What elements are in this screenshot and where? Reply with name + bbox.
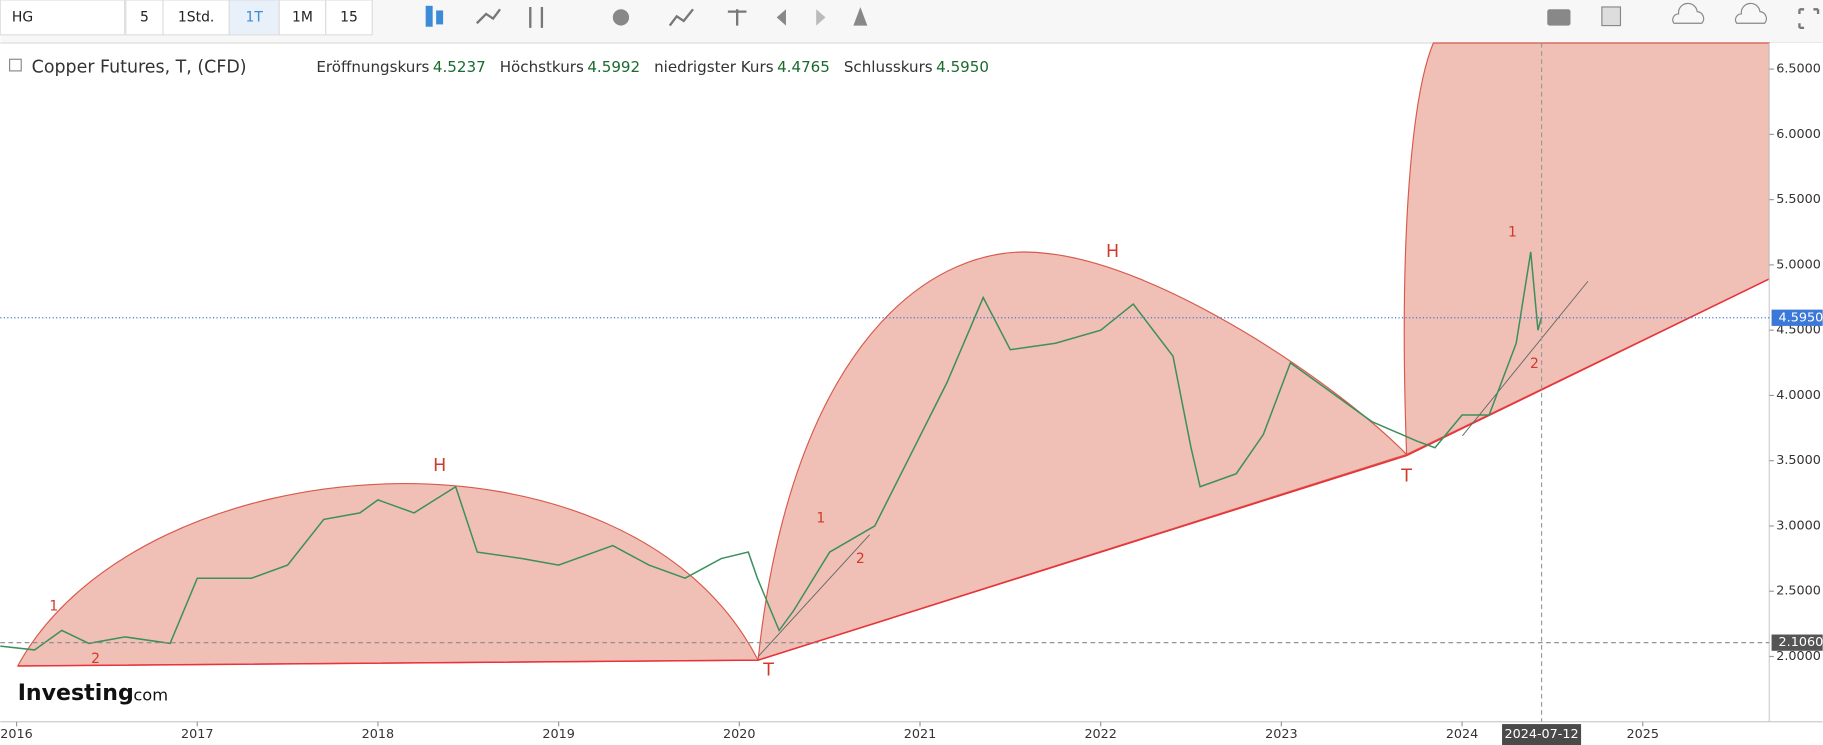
- timeframe-button[interactable]: [228, 0, 280, 36]
- cloud-icon[interactable]: [1734, 2, 1767, 24]
- redo-icon[interactable]: [816, 9, 826, 26]
- arc-shape: [16, 483, 760, 667]
- legend-value: 4.4765: [777, 58, 830, 76]
- fullscreen-icon[interactable]: [1798, 8, 1820, 30]
- undo-icon[interactable]: [776, 9, 786, 26]
- logo: Investing .com: [18, 681, 168, 706]
- legend-value: 4.5237: [433, 58, 486, 76]
- x-tick-label: 2017: [181, 727, 214, 742]
- legend-label: Schlusskurs: [844, 58, 933, 76]
- y-tick-label: 4.0000: [1776, 388, 1821, 403]
- x-tick-label: 2025: [1627, 727, 1660, 742]
- color-icon[interactable]: [1601, 6, 1622, 27]
- arc-shape: [757, 251, 1408, 661]
- x-tick-label: 2024: [1446, 727, 1479, 742]
- y-tick-label: 3.0000: [1776, 518, 1821, 533]
- pattern-label: 2: [856, 551, 865, 567]
- timeframe-button[interactable]: [325, 0, 373, 36]
- price-tag-label: 4.5950: [1779, 310, 1823, 325]
- pattern-label: H: [1106, 242, 1119, 262]
- plot: [0, 42, 1770, 667]
- arc-shape: [1403, 42, 1770, 456]
- x-tick-label: 2019: [542, 727, 575, 742]
- pattern-label: 1: [816, 510, 825, 526]
- date-tag-label: 2024-07-12: [1504, 727, 1578, 742]
- toolbar-icons: [425, 2, 1820, 30]
- price-tag: [1771, 309, 1823, 326]
- settings-icon[interactable]: [612, 9, 630, 26]
- candle-icon[interactable]: [425, 5, 433, 27]
- helper-line: [757, 280, 1589, 657]
- timeframe-label: 15: [340, 9, 358, 25]
- legend-label: niedrigster Kurs: [654, 58, 774, 76]
- x-tick-label: 2022: [1084, 727, 1116, 742]
- price-tag: [1771, 634, 1823, 651]
- indicator-icon[interactable]: [668, 8, 694, 27]
- timeframe-label: 1T: [246, 9, 264, 25]
- pattern-label: 1: [1508, 224, 1517, 240]
- bar-icon[interactable]: [529, 6, 544, 28]
- legend-title: Copper Futures, T, (CFD): [32, 57, 247, 77]
- pattern-label: T: [1400, 467, 1412, 487]
- timeframe-button[interactable]: [125, 0, 164, 36]
- y-tick-label: 5.0000: [1776, 257, 1821, 272]
- pattern-label: 2: [91, 651, 100, 667]
- x-tick-label: 2018: [362, 727, 394, 742]
- candle-icon[interactable]: [436, 10, 444, 25]
- pattern-label: 1: [49, 599, 58, 615]
- compare-icon[interactable]: [727, 9, 747, 26]
- collapse-button[interactable]: [9, 58, 22, 72]
- trend-line: [17, 278, 1770, 667]
- x-tick-label: 2016: [0, 727, 33, 742]
- date-tag: [1502, 724, 1582, 745]
- price-tag-label: 2.1060: [1779, 635, 1823, 650]
- cloud-icon[interactable]: [1672, 2, 1705, 24]
- y-tick-label: 3.5000: [1776, 453, 1821, 468]
- y-tick-label: 4.5000: [1776, 323, 1821, 338]
- legend-label: Höchstkurs: [500, 58, 584, 76]
- symbol-box[interactable]: [0, 0, 126, 36]
- logo-brand: Investing: [18, 681, 134, 706]
- symbol: HG: [12, 9, 33, 25]
- x-tick-label: 2020: [723, 727, 755, 742]
- timeframe-button[interactable]: [278, 0, 327, 36]
- camera-icon[interactable]: [1547, 9, 1571, 26]
- pattern-label: T: [762, 661, 774, 681]
- pattern-label: 2: [1530, 356, 1539, 372]
- timeframe-label: 5: [140, 9, 149, 25]
- x-tick-label: 2021: [904, 727, 937, 742]
- y-tick-label: 6.5000: [1776, 62, 1821, 77]
- x-tick-label: 2023: [1265, 727, 1298, 742]
- y-tick-label: 5.5000: [1776, 192, 1821, 207]
- y-tick-label: 6.0000: [1776, 127, 1821, 142]
- legend-label: Eröffnungskurs: [316, 58, 429, 76]
- timeframe-label: 1Std.: [178, 9, 214, 25]
- price-axis: [1769, 43, 1823, 745]
- legend-value: 4.5992: [587, 58, 640, 76]
- y-tick-label: 2.5000: [1776, 584, 1821, 599]
- timeframe-label: 1M: [292, 9, 313, 25]
- price-line: [0, 251, 1543, 651]
- pattern-label: H: [433, 456, 446, 476]
- line-icon[interactable]: [475, 8, 501, 25]
- y-tick-label: 2.0000: [1776, 649, 1821, 664]
- legend-value: 4.5950: [936, 58, 989, 76]
- alert-icon[interactable]: [853, 6, 868, 26]
- logo-suffix: .com: [128, 686, 168, 705]
